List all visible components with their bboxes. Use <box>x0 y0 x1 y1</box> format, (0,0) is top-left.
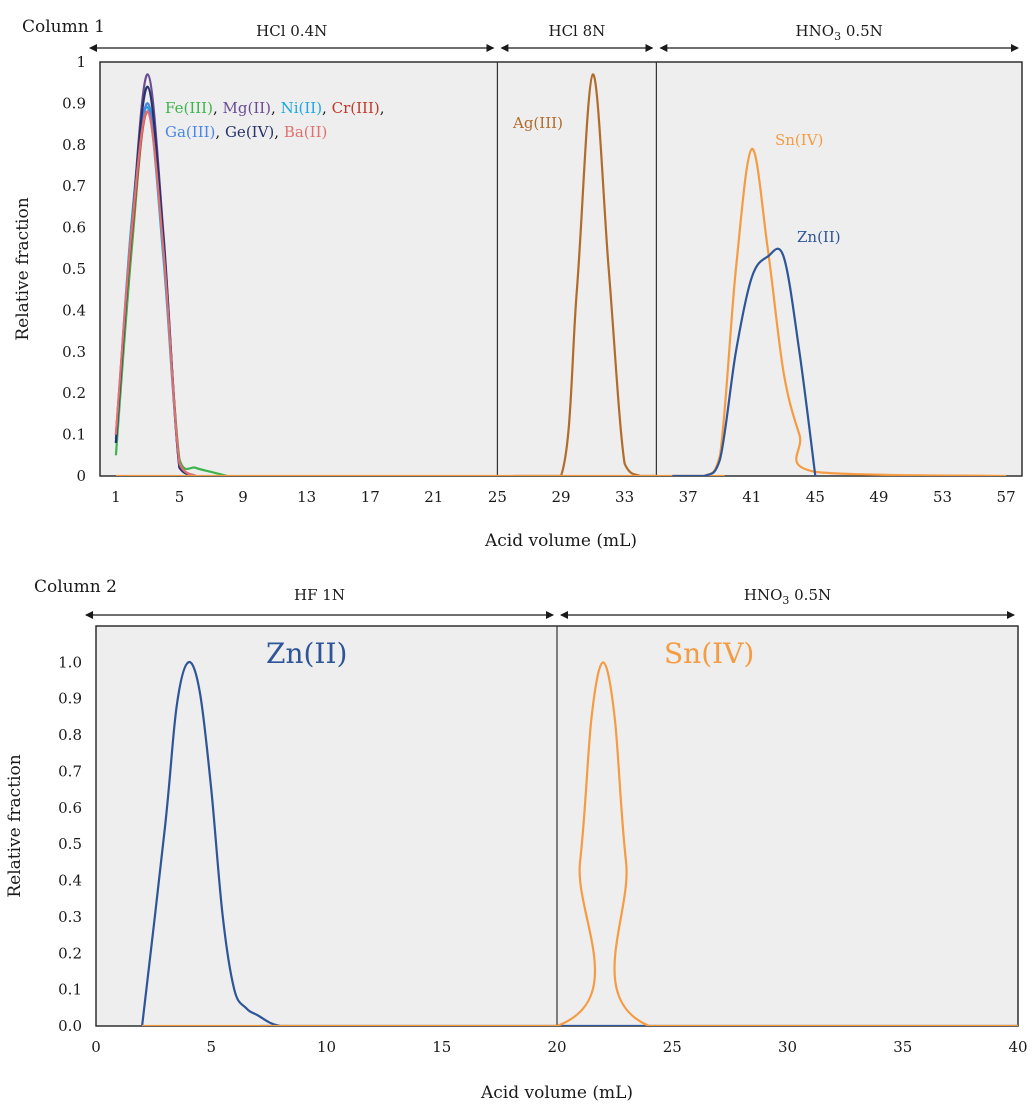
region-label-hno-0-5n: HNO3 0.5N <box>796 22 883 43</box>
column-1-chart: Column 1 HCl 0.4N HCl 8N HNO3 0.5N 0 0.1 0.2 0.… <box>13 17 1023 551</box>
series-line-zn-ii <box>672 247 817 476</box>
region-label-hcl-8n: HCl 8N <box>548 22 605 40</box>
x-tick-label: 33 <box>615 488 634 506</box>
y-tick-label: 0.7 <box>58 762 82 780</box>
label-mg-ii: Mg(II) <box>223 99 272 117</box>
label-sn-iv: Sn(IV) <box>664 637 754 670</box>
column-2-chart: Column 2 HF 1N HNO3 0.5N 0.0 0.1 0.2 0.3 0.4 0.5… <box>5 577 1028 1103</box>
series-group <box>114 73 1007 476</box>
label-fe-iii: Fe(III) <box>165 99 213 117</box>
y-tick-label: 0.8 <box>58 726 82 744</box>
y-tick-label: 0.6 <box>58 799 82 817</box>
x-tick-label: 45 <box>806 488 825 506</box>
x-tick-label: 37 <box>679 488 698 506</box>
y-tick-label: 0.7 <box>62 177 86 195</box>
x-tick-label: 49 <box>869 488 888 506</box>
series-line-ag-iii <box>513 73 657 476</box>
x-tick-label: 10 <box>317 1038 336 1056</box>
series-group <box>141 660 1018 1026</box>
y-tick-label: 0.3 <box>62 343 86 361</box>
y-tick-label: 0.0 <box>58 1017 82 1035</box>
y-axis-title: Relative fraction <box>13 197 33 340</box>
x-axis-title: Acid volume (mL) <box>480 1083 633 1103</box>
annotation-row-2: Ga(III), Ge(IV), Ba(II) <box>165 123 327 141</box>
y-tick-label: 0.6 <box>62 219 86 237</box>
region-label-hf-1n: HF 1N <box>294 586 345 604</box>
y-tick-label: 0.9 <box>58 690 82 708</box>
y-tick-label: 0.8 <box>62 136 86 154</box>
region-label-hcl-0-4n: HCl 0.4N <box>256 22 327 40</box>
annotation-row-1: Fe(III), Mg(II), Ni(II), Cr(III), <box>165 99 385 117</box>
y-tick-label: 0.4 <box>58 872 82 890</box>
y-axis-title: Relative fraction <box>5 754 25 897</box>
y-tick-label: 1.0 <box>58 653 82 671</box>
chart-title: Column 2 <box>34 577 117 597</box>
x-tick-label: 25 <box>663 1038 682 1056</box>
x-tick-label: 29 <box>551 488 570 506</box>
label-ga-iii: Ga(III) <box>165 123 215 141</box>
x-tick-label: 20 <box>547 1038 566 1056</box>
y-tick-label: 0.1 <box>62 426 86 444</box>
label-zn-ii: Zn(II) <box>266 637 347 670</box>
x-tick-label: 57 <box>997 488 1016 506</box>
x-tick-label: 0 <box>91 1038 101 1056</box>
x-tick-label: 30 <box>778 1038 797 1056</box>
y-tick-label: 0.1 <box>58 981 82 999</box>
x-tick-label: 53 <box>933 488 952 506</box>
y-tick-label: 0.9 <box>62 94 86 112</box>
x-tick-label: 35 <box>893 1038 912 1056</box>
x-tick-label: 1 <box>111 488 121 506</box>
label-ba-ii: Ba(II) <box>284 123 328 141</box>
chart-title: Column 1 <box>22 17 105 37</box>
x-tick-label: 9 <box>238 488 248 506</box>
x-tick-label: 17 <box>361 488 380 506</box>
label-ni-ii: Ni(II) <box>281 99 322 117</box>
y-tick-label: 1 <box>76 53 86 71</box>
label-ge-iv: Ge(IV) <box>225 123 274 141</box>
label-zn-ii: Zn(II) <box>797 228 841 246</box>
series-line-zn-ii <box>141 660 1018 1026</box>
x-tick-label: 13 <box>297 488 316 506</box>
x-tick-label: 5 <box>175 488 185 506</box>
x-tick-label: 5 <box>206 1038 216 1056</box>
x-tick-label: 25 <box>488 488 507 506</box>
label-ag-iii: Ag(III) <box>512 114 563 132</box>
y-tick-label: 0.5 <box>62 260 86 278</box>
x-tick-label: 21 <box>424 488 443 506</box>
label-cr-iii: Cr(III) <box>332 99 380 117</box>
region-label-hno-0-5n: HNO3 0.5N <box>744 586 831 607</box>
y-tick-label: 0 <box>76 467 86 485</box>
y-tick-label: 0.5 <box>58 835 82 853</box>
x-tick-label: 40 <box>1008 1038 1027 1056</box>
y-tick-label: 0.2 <box>58 944 82 962</box>
y-tick-label: 0.2 <box>62 384 86 402</box>
label-sn-iv: Sn(IV) <box>775 131 823 149</box>
y-tick-label: 0.4 <box>62 301 86 319</box>
x-tick-label: 41 <box>742 488 761 506</box>
x-axis-title: Acid volume (mL) <box>484 531 637 551</box>
series-line-sn-iv <box>115 147 1007 476</box>
x-tick-label: 15 <box>432 1038 451 1056</box>
plot-area <box>99 61 1023 477</box>
series-line-ba-ii <box>114 110 197 476</box>
y-tick-label: 0.3 <box>58 908 82 926</box>
series-line-sn-iv <box>142 661 1018 1026</box>
